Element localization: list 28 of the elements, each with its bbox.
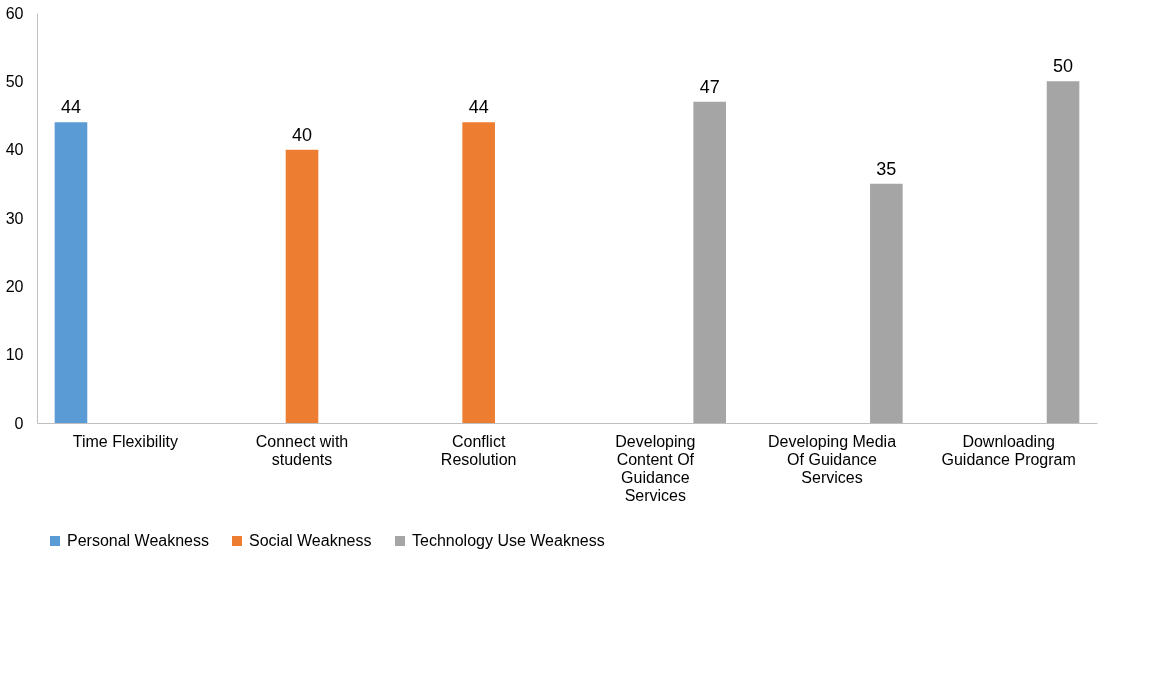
legend-label: Social Weakness (249, 532, 372, 549)
y-tick-label: 50 (5, 72, 24, 90)
bar (285, 149, 319, 423)
y-tick-label: 40 (5, 141, 24, 159)
y-tick-label: 20 (5, 277, 24, 295)
data-label: 44 (468, 97, 489, 118)
data-label: 47 (699, 76, 720, 97)
x-tick-label: Downloading Guidance Program (941, 432, 1076, 468)
y-tick-label: 0 (14, 414, 24, 432)
y-tick-label: 60 (5, 4, 24, 22)
y-tick-label: 10 (5, 346, 24, 364)
bar (870, 183, 903, 423)
data-label: 35 (876, 158, 897, 179)
x-tick-label: Conflict Resolution (440, 432, 517, 468)
x-tick-label: Time Flexibility (72, 432, 178, 450)
bar (462, 122, 495, 423)
bar (54, 122, 88, 423)
data-label: 40 (291, 124, 313, 145)
x-tick-label: Developing Media Of Guidance Services (767, 432, 897, 486)
data-label: 50 (1053, 56, 1074, 77)
bar (1046, 81, 1080, 423)
x-tick-label: Developing Content Of Guidance Services (615, 432, 696, 504)
data-label: 44 (60, 97, 81, 118)
bar (693, 101, 726, 423)
y-tick-label: 30 (5, 209, 24, 227)
x-tick-label: Connect with students (255, 432, 349, 468)
legend-label: Technology Use Weakness (412, 532, 605, 549)
legend-label: Personal Weakness (67, 532, 209, 549)
